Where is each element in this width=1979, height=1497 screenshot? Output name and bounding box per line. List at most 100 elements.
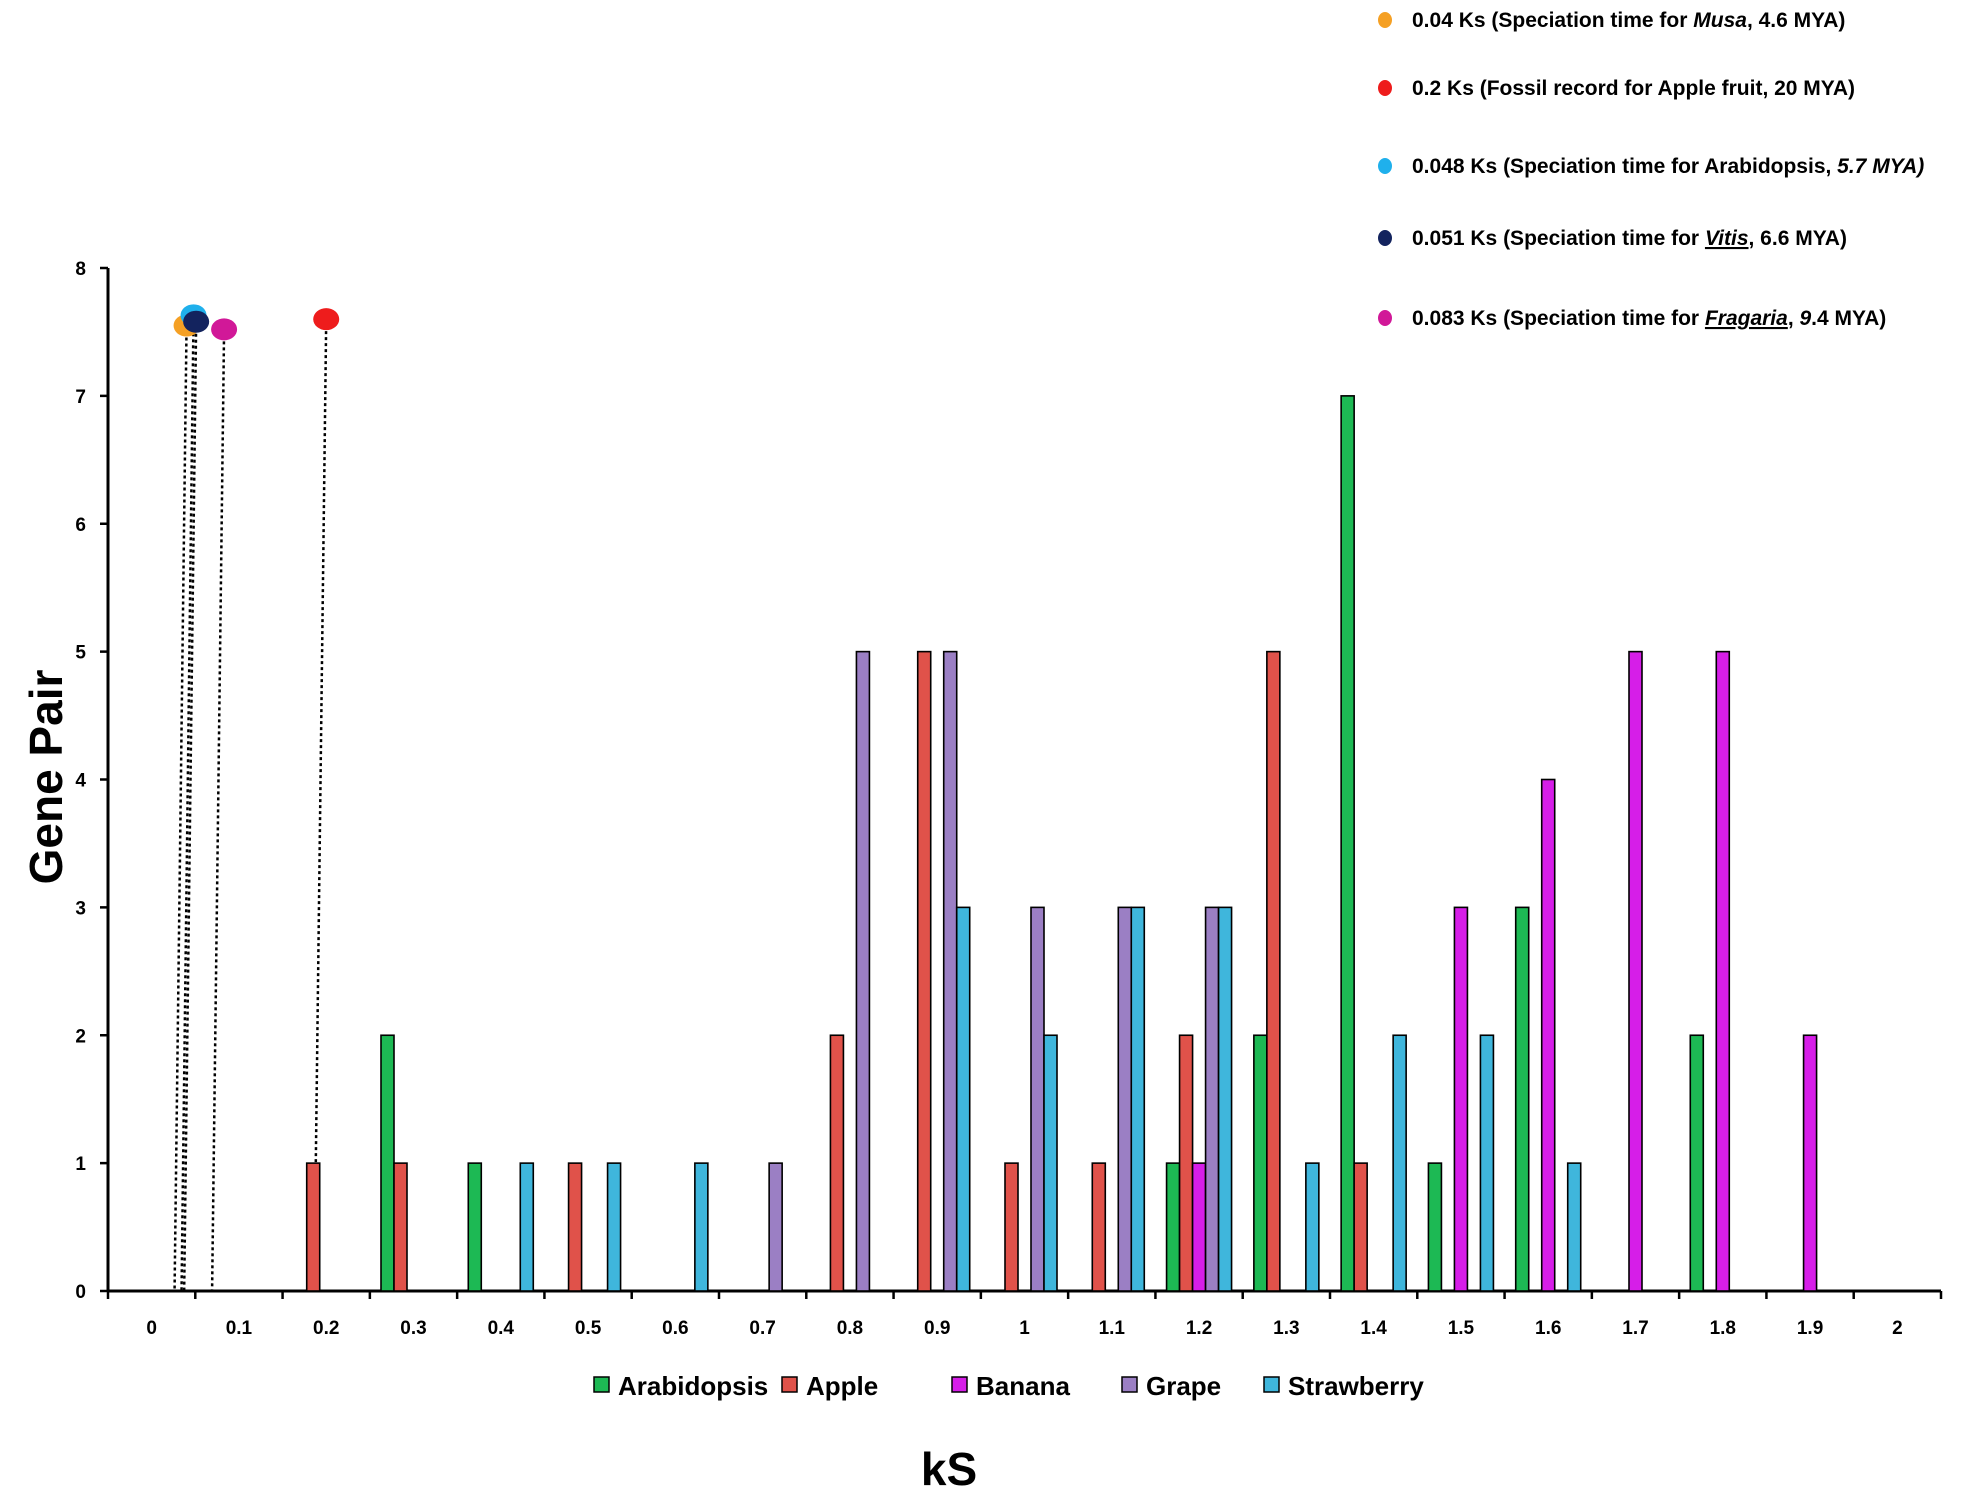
bar-grape (1117, 906, 1133, 1292)
annotation-drop-line (182, 321, 198, 1292)
x-tick-label: 1.4 (1360, 1318, 1387, 1339)
x-tick-label: 1.8 (1710, 1318, 1736, 1339)
annotation-legend-label: 0.051 Ks (Speciation time for Vitis, 6.6… (1412, 227, 1847, 250)
bar-grape (768, 1162, 783, 1292)
annotation-drop-line (180, 315, 195, 1292)
legend-swatch-apple (781, 1376, 798, 1393)
x-tick-label: 1 (1019, 1318, 1030, 1339)
annotation-legend-dot (1378, 230, 1392, 246)
y-tick-label: 0 (75, 1282, 86, 1303)
y-tick-label: 6 (75, 515, 86, 536)
bar-apple (1266, 650, 1281, 1292)
bar-apple (916, 650, 932, 1292)
bar-arabidopsis (1514, 906, 1530, 1292)
annotation-marker (313, 308, 340, 331)
bar-arabidopsis (1340, 395, 1355, 1292)
x-tick-label: 1.7 (1622, 1318, 1648, 1339)
bar-arabidopsis (1427, 1162, 1443, 1292)
annotation-legend-dot (1378, 12, 1392, 28)
bar-banana (1540, 778, 1556, 1292)
bar-strawberry (1217, 906, 1233, 1292)
annotation-drop-line (173, 325, 188, 1292)
bar-banana (1802, 1034, 1818, 1292)
annotation-legend-label: 0.2 Ks (Fossil record for Apple fruit, 2… (1412, 77, 1855, 100)
bar-arabidopsis (1253, 1034, 1268, 1292)
annotation-drop-line (312, 319, 328, 1292)
annotation-legend-label: 0.048 Ks (Speciation time for Arabidopsi… (1412, 155, 1924, 178)
series-legend: Arabidopsis Apple Banana Grape Strawberry (593, 1371, 1424, 1401)
annotation-drop-lines (173, 315, 328, 1292)
annotation-legend-label: 0.083 Ks (Speciation time for Fragaria, … (1412, 307, 1886, 330)
x-tick-label: 1.3 (1273, 1318, 1299, 1339)
y-tick-label: 4 (75, 771, 86, 792)
legend-swatch-arabidopsis (593, 1376, 610, 1393)
y-tick-label: 5 (75, 643, 86, 664)
bar-grape (1204, 906, 1220, 1292)
bar-apple (567, 1162, 583, 1292)
x-tick-label: 1.2 (1186, 1318, 1212, 1339)
legend-swatch-grape (1121, 1376, 1138, 1393)
annotation-legend-dot (1378, 158, 1392, 174)
bar-arabidopsis (1165, 1162, 1181, 1292)
legend-label-banana: Banana (976, 1371, 1070, 1401)
x-tick-label: 0.7 (749, 1318, 775, 1339)
bar-arabidopsis (1689, 1034, 1705, 1292)
x-tick-label: 0.9 (924, 1318, 950, 1339)
bar-apple (1353, 1162, 1368, 1292)
bar-strawberry (1392, 1034, 1407, 1292)
annotation-marker (183, 310, 210, 333)
legend-label-grape: Grape (1146, 1371, 1221, 1401)
x-axis-title: kS (921, 1443, 977, 1495)
legend-swatch-strawberry (1263, 1376, 1280, 1393)
bar-grape (855, 650, 871, 1292)
bar-apple (1091, 1162, 1107, 1292)
y-tick-label: 8 (75, 259, 86, 280)
y-tick-label: 7 (75, 387, 86, 408)
bar-grape (1030, 906, 1045, 1292)
annotation-marker (211, 318, 238, 341)
bar-apple (305, 1162, 321, 1292)
bar-banana (1191, 1162, 1207, 1292)
bar-arabidopsis (380, 1034, 395, 1292)
x-tick-label: 0 (146, 1318, 157, 1339)
x-tick-label: 0.3 (400, 1318, 426, 1339)
bar-strawberry (1130, 906, 1146, 1292)
bar-strawberry (519, 1162, 535, 1292)
bar-strawberry (1043, 1034, 1058, 1292)
bar-strawberry (1479, 1034, 1495, 1292)
bar-arabidopsis (467, 1162, 483, 1292)
x-tick-label: 0.1 (226, 1318, 253, 1339)
annotation-drop-line (210, 329, 226, 1292)
bar-apple (1178, 1034, 1194, 1292)
y-tick-label: 1 (75, 1154, 86, 1175)
bar-strawberry (694, 1162, 709, 1292)
y-axis-title: Gene Pair (20, 670, 72, 885)
x-tick-label: 2 (1892, 1318, 1903, 1339)
annotation-legend: 0.04 Ks (Speciation time for Musa, 4.6 M… (1378, 9, 1924, 330)
bar-banana (1453, 906, 1469, 1292)
legend-label-arabidopsis: Arabidopsis (618, 1371, 768, 1401)
y-tick-label: 2 (75, 1026, 86, 1047)
x-tick-label: 0.6 (662, 1318, 688, 1339)
bar-apple (829, 1034, 845, 1292)
x-tick-label: 0.2 (313, 1318, 339, 1339)
annotation-legend-dot (1378, 80, 1392, 96)
bar-strawberry (1305, 1162, 1320, 1292)
x-tick-label: 1.9 (1797, 1318, 1823, 1339)
bar-strawberry (1566, 1162, 1582, 1292)
bar-banana (1628, 650, 1643, 1292)
x-tick-label: 1.5 (1448, 1318, 1475, 1339)
bar-series (305, 395, 1818, 1292)
annotation-markers (173, 304, 340, 341)
bar-apple (1004, 1162, 1019, 1292)
bar-strawberry (606, 1162, 622, 1292)
x-tick-label: 1.1 (1099, 1318, 1126, 1339)
bar-apple (393, 1162, 408, 1292)
x-tick-label: 0.8 (837, 1318, 863, 1339)
legend-label-apple: Apple (806, 1371, 878, 1401)
annotation-legend-dot (1378, 310, 1392, 326)
annotation-legend-label: 0.04 Ks (Speciation time for Musa, 4.6 M… (1412, 9, 1845, 32)
bar-grape (942, 650, 958, 1292)
legend-swatch-banana (951, 1376, 968, 1393)
